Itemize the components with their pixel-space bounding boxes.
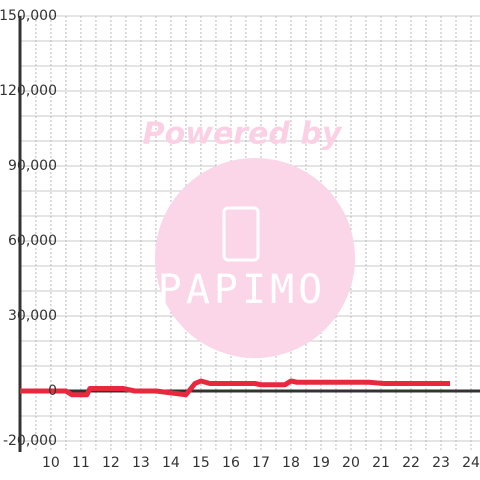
watermark-text: Powered by — [143, 117, 343, 152]
y-tick-label: 60,000 — [8, 233, 57, 249]
x-tick-label: 20 — [342, 455, 360, 471]
logo-circle — [155, 158, 355, 358]
y-tick-label: 90,000 — [8, 158, 57, 174]
x-tick-label: 18 — [282, 455, 300, 471]
x-tick-label: 11 — [72, 455, 90, 471]
x-tick-label: 23 — [432, 455, 450, 471]
x-tick-label: 13 — [132, 455, 150, 471]
y-tick-label: -20,000 — [3, 433, 57, 449]
y-tick-label: 150,000 — [0, 8, 57, 24]
watermark: Powered by PAPIMO — [143, 117, 355, 358]
logo-text: PAPIMO — [158, 267, 327, 313]
x-tick-label: 16 — [222, 455, 240, 471]
x-tick-label: 10 — [42, 455, 60, 471]
x-tick-label: 12 — [102, 455, 120, 471]
line — [20, 378, 450, 398]
x-tick-label: 14 — [162, 455, 180, 471]
logo-phone — [222, 206, 260, 262]
y-tick-label: 120,000 — [0, 83, 57, 99]
x-tick-label: 17 — [252, 455, 270, 471]
x-tick-label: 22 — [402, 455, 420, 471]
x-tick-label: 24 — [462, 455, 480, 471]
x-tick-label: 19 — [312, 455, 330, 471]
y-tick-label: 30,000 — [8, 308, 57, 324]
x-tick-label: 21 — [372, 455, 390, 471]
y-tick-label: 0 — [48, 383, 57, 399]
x-tick-label: 15 — [192, 455, 210, 471]
